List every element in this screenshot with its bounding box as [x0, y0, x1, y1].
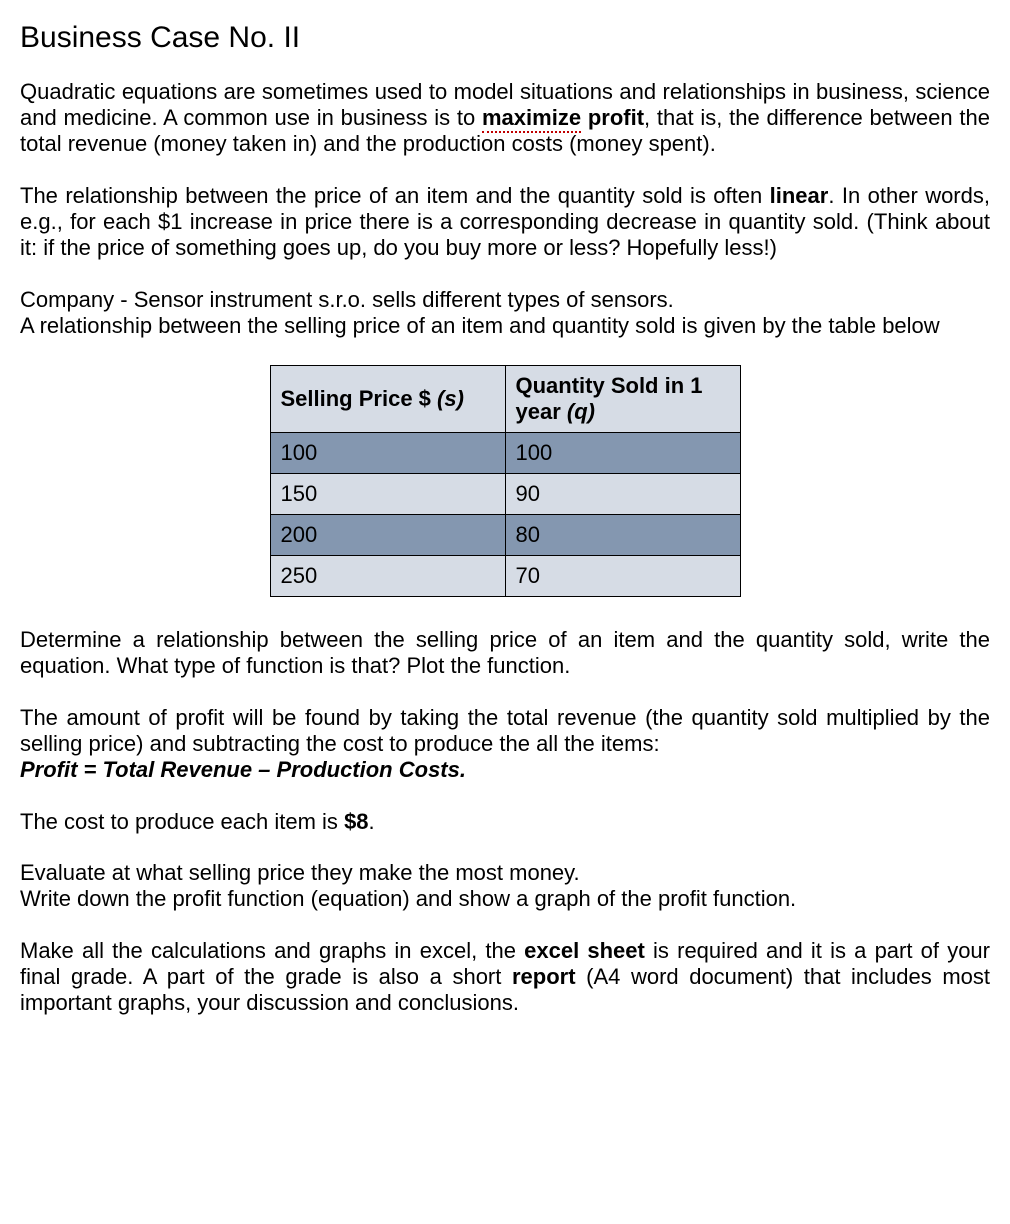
- cell-qty: 70: [505, 555, 740, 596]
- table-row: 150 90: [270, 473, 740, 514]
- col-header-quantity: Quantity Sold in 1 year (q): [505, 366, 740, 433]
- cell-price: 100: [270, 432, 505, 473]
- company-paragraph: Company - Sensor instrument s.r.o. sells…: [20, 287, 990, 339]
- page-title: Business Case No. II: [20, 20, 990, 55]
- text: .: [369, 809, 375, 834]
- cell-qty: 100: [505, 432, 740, 473]
- task-paragraph-1: Determine a relationship between the sel…: [20, 627, 990, 679]
- linear-word: linear: [770, 183, 829, 208]
- text: The amount of profit will be found by ta…: [20, 705, 990, 756]
- cell-price: 150: [270, 473, 505, 514]
- text: The cost to produce each item is: [20, 809, 344, 834]
- report-word: report: [512, 964, 576, 989]
- table-row: 100 100: [270, 432, 740, 473]
- text: Evaluate at what selling price they make…: [20, 860, 580, 885]
- cell-qty: 90: [505, 473, 740, 514]
- profit-formula: Profit = Total Revenue – Production Cost…: [20, 757, 466, 782]
- excel-sheet-word: excel sheet: [524, 938, 645, 963]
- text: The relationship between the price of an…: [20, 183, 770, 208]
- text: Quantity Sold in 1 year: [516, 373, 703, 424]
- table-row: 200 80: [270, 514, 740, 555]
- cell-price: 250: [270, 555, 505, 596]
- intro-paragraph-2: The relationship between the price of an…: [20, 183, 990, 261]
- table-row: 250 70: [270, 555, 740, 596]
- text: (q): [567, 399, 595, 424]
- cost-value: $8: [344, 809, 368, 834]
- deliverables-paragraph: Make all the calculations and graphs in …: [20, 938, 990, 1016]
- text: Company - Sensor instrument s.r.o. sells…: [20, 287, 674, 312]
- col-header-price: Selling Price $ (s): [270, 366, 505, 433]
- table-header-row: Selling Price $ (s) Quantity Sold in 1 y…: [270, 366, 740, 433]
- maximize-word: maximize: [482, 105, 581, 133]
- text: (s): [437, 386, 464, 411]
- text: profit: [581, 105, 644, 130]
- text: Selling Price $: [281, 386, 438, 411]
- text: A relationship between the selling price…: [20, 313, 940, 338]
- cell-price: 200: [270, 514, 505, 555]
- text: Write down the profit function (equation…: [20, 886, 796, 911]
- text: Make all the calculations and graphs in …: [20, 938, 524, 963]
- cell-qty: 80: [505, 514, 740, 555]
- price-quantity-table: Selling Price $ (s) Quantity Sold in 1 y…: [270, 365, 741, 597]
- cost-paragraph: The cost to produce each item is $8.: [20, 809, 990, 835]
- profit-paragraph: The amount of profit will be found by ta…: [20, 705, 990, 783]
- intro-paragraph-1: Quadratic equations are sometimes used t…: [20, 79, 990, 157]
- task-paragraph-2: Evaluate at what selling price they make…: [20, 860, 990, 912]
